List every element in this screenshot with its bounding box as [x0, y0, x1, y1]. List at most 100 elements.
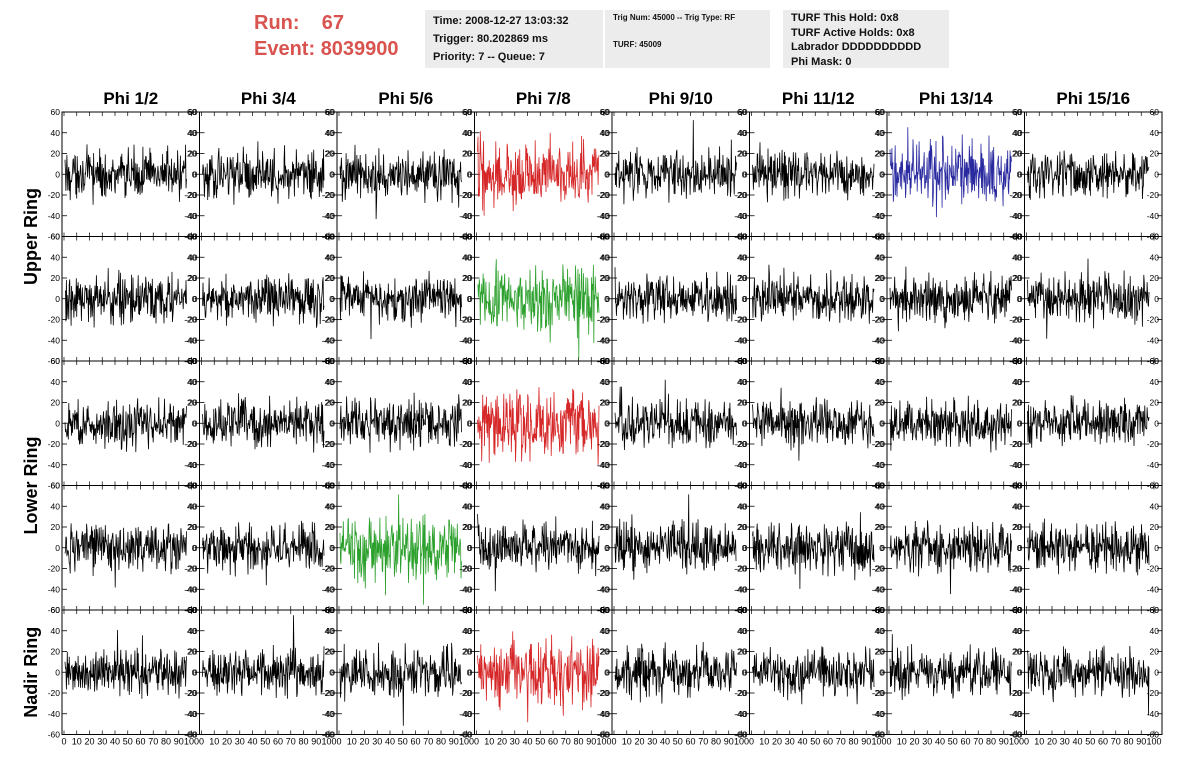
y-tick-label: 0	[605, 667, 610, 677]
y-tick-label: 20	[51, 273, 61, 283]
y-tick-label: -20	[322, 564, 335, 574]
y-tick-label: 60	[463, 356, 473, 366]
y-tick-label: 40	[326, 377, 336, 387]
y-tick-label: 60	[601, 605, 611, 615]
y-tick-label: 60	[1013, 481, 1023, 491]
y-tick-label: -40	[185, 211, 198, 221]
y-tick-label: 20	[1012, 398, 1022, 408]
y-tick-label: 20	[462, 647, 472, 657]
y-tick-label: 40	[325, 377, 335, 387]
waveform-trace	[614, 120, 737, 205]
x-tick-label: 40	[522, 737, 532, 747]
y-tick-label: 40	[1012, 626, 1022, 636]
x-tick-label: 90	[174, 737, 184, 747]
y-tick-label: 0	[193, 667, 198, 677]
trigger-info-box: Trig Num: 45000 -- Trig Type: RF TURF: 4…	[605, 10, 770, 68]
y-tick-label: 40	[188, 501, 198, 511]
y-tick-label: -20	[185, 439, 198, 449]
y-tick-label: 0	[55, 294, 60, 304]
y-tick-label: 20	[1013, 398, 1023, 408]
y-tick-label: 20	[737, 398, 747, 408]
y-tick-label: 20	[462, 522, 472, 532]
y-tick-label: 60	[601, 107, 611, 117]
y-tick-label: 40	[325, 128, 335, 138]
y-tick-label: 60	[1150, 605, 1160, 615]
y-tick-label: 60	[1150, 481, 1160, 491]
y-tick-label: 40	[51, 377, 61, 387]
y-tick-label: -20	[460, 315, 473, 325]
x-tick-label: 80	[848, 737, 858, 747]
y-tick-label: -40	[460, 709, 473, 719]
y-tick-label: -20	[185, 315, 198, 325]
y-tick-label: 20	[737, 149, 747, 159]
y-tick-label: 60	[875, 232, 885, 242]
y-tick-label: 60	[737, 605, 747, 615]
y-tick-label: 60	[462, 605, 472, 615]
y-tick-label: 60	[325, 107, 335, 117]
y-tick-label: 60	[875, 107, 885, 117]
y-tick-label: -20	[1147, 190, 1160, 200]
y-tick-label: 40	[326, 626, 336, 636]
x-tick-label: 60	[823, 737, 833, 747]
y-tick-label: 20	[325, 522, 335, 532]
column-title: Phi 15/16	[1056, 89, 1130, 108]
y-tick-label: 60	[325, 356, 335, 366]
y-tick-label: 40	[1012, 252, 1022, 262]
y-tick-label: -20	[322, 439, 335, 449]
x-tick-label: 90	[1136, 737, 1146, 747]
y-tick-label: 40	[876, 252, 886, 262]
y-tick-label: 20	[326, 522, 336, 532]
y-tick-label: 0	[1018, 418, 1023, 428]
waveform-trace	[889, 634, 1012, 701]
waveform-panel: -60-60-40-40-20-2000202040406060	[873, 356, 1025, 491]
y-tick-label: -40	[459, 584, 472, 594]
waveform-trace	[477, 514, 600, 592]
waveform-panel: -60-60-40-40-20-2000202040406060	[735, 107, 888, 242]
y-tick-label: 20	[326, 149, 336, 159]
y-tick-label: 0	[468, 543, 473, 553]
y-tick-label: 40	[1013, 377, 1023, 387]
y-tick-label: 0	[879, 169, 884, 179]
y-tick-label: -20	[873, 439, 886, 449]
y-tick-label: 20	[325, 273, 335, 283]
y-tick-label: -60	[185, 730, 198, 740]
y-tick-label: -40	[1147, 335, 1160, 345]
y-tick-label: 60	[462, 107, 472, 117]
waveform-trace	[64, 144, 187, 205]
y-tick-label: -40	[184, 335, 197, 345]
phi-mask-text: Phi Mask: 0	[791, 55, 852, 68]
y-tick-label: -60	[872, 730, 885, 740]
y-tick-label: 0	[193, 169, 198, 179]
y-tick-label: -40	[48, 709, 61, 719]
y-tick-label: 20	[51, 149, 61, 159]
y-tick-label: 20	[463, 522, 473, 532]
y-tick-label: -60	[48, 605, 61, 615]
y-tick-label: -20	[597, 439, 610, 449]
waveform-trace	[1027, 394, 1150, 448]
y-tick-label: -20	[735, 439, 748, 449]
y-tick-label: 20	[326, 273, 336, 283]
y-tick-label: 0	[1017, 667, 1022, 677]
x-tick-label: 30	[785, 737, 795, 747]
y-tick-label: 40	[875, 626, 885, 636]
y-tick-label: 0	[604, 418, 609, 428]
y-tick-label: -40	[1147, 584, 1160, 594]
y-tick-label: 60	[188, 481, 198, 491]
x-tick-label: 80	[711, 737, 721, 747]
y-tick-label: 0	[1017, 543, 1022, 553]
y-tick-label: -20	[185, 190, 198, 200]
y-tick-label: 20	[462, 149, 472, 159]
y-tick-label: 20	[738, 398, 748, 408]
y-tick-label: 0	[192, 543, 197, 553]
x-tick-label: 80	[986, 737, 996, 747]
x-tick-label: 80	[436, 737, 446, 747]
y-tick-label: 20	[1013, 522, 1023, 532]
y-tick-label: -20	[48, 688, 61, 698]
waveform-panel: -60-60-40-40-20-2000202040406060	[735, 356, 888, 491]
y-tick-label: 40	[1013, 252, 1023, 262]
y-tick-label: -20	[597, 190, 610, 200]
y-tick-label: 0	[467, 294, 472, 304]
x-tick-label: 70	[423, 737, 433, 747]
y-tick-label: -40	[460, 335, 473, 345]
y-tick-label: 0	[193, 543, 198, 553]
